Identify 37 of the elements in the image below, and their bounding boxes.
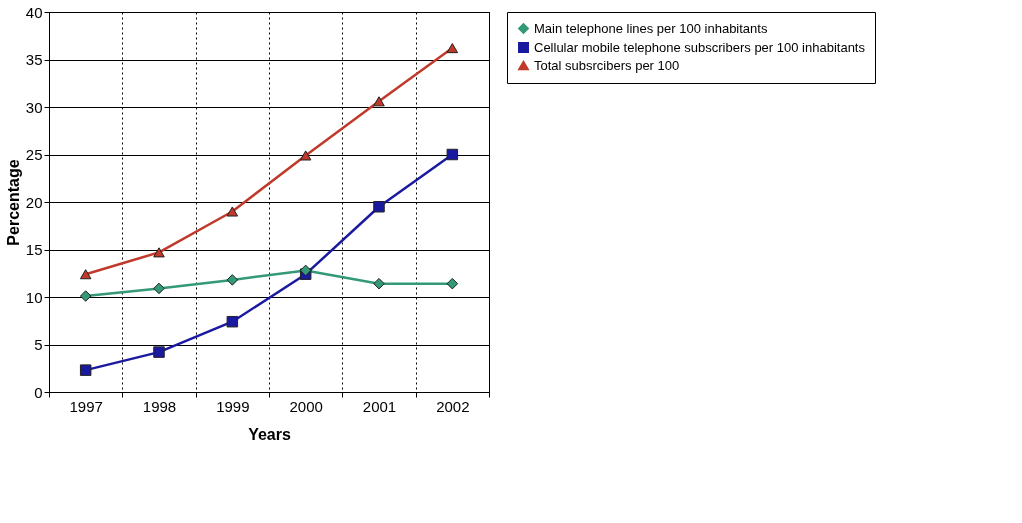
- x-tick-label: 1998: [142, 397, 177, 415]
- y-tick-label: 25: [25, 146, 43, 163]
- y-tick-label: 15: [25, 241, 43, 258]
- x-tick-label: 2002: [436, 397, 470, 415]
- point: [79, 269, 92, 280]
- point: [153, 282, 165, 295]
- y-tick-label: 20: [25, 193, 43, 211]
- point: [226, 206, 239, 217]
- point: [373, 277, 385, 290]
- point: [153, 247, 165, 258]
- y-tick-label: 35: [25, 51, 43, 68]
- point: [446, 43, 459, 54]
- x-tick-label: 2001: [362, 397, 397, 415]
- x-tick-label: 2000: [289, 397, 323, 415]
- point: [153, 346, 165, 358]
- point: [226, 315, 239, 328]
- y-tick-label: 0: [34, 383, 43, 401]
- x-tick-label: 1999: [216, 397, 250, 415]
- point: [299, 150, 312, 161]
- x-tick-label: 1997: [69, 397, 103, 415]
- y-axis-title: Percentage: [4, 159, 22, 246]
- y-tick-label: 5: [34, 336, 43, 353]
- point: [446, 277, 459, 290]
- legend-label: Cellular mobile telephone subscribers per 100 inhabitants: [534, 39, 866, 55]
- point: [79, 290, 92, 302]
- y-tick-label: 40: [25, 3, 43, 21]
- x-axis-title: Years: [248, 425, 291, 443]
- point: [226, 274, 239, 286]
- point: [373, 96, 385, 107]
- point: [373, 201, 385, 213]
- point: [299, 264, 312, 277]
- legend-label: Total subsrcibers per 100: [534, 57, 680, 73]
- point: [446, 148, 459, 161]
- point: [79, 364, 92, 376]
- legend-label: Main telephone lines per 100 inhabitants: [534, 20, 768, 36]
- y-tick-label: 30: [25, 98, 43, 116]
- y-tick-label: 10: [25, 288, 43, 306]
